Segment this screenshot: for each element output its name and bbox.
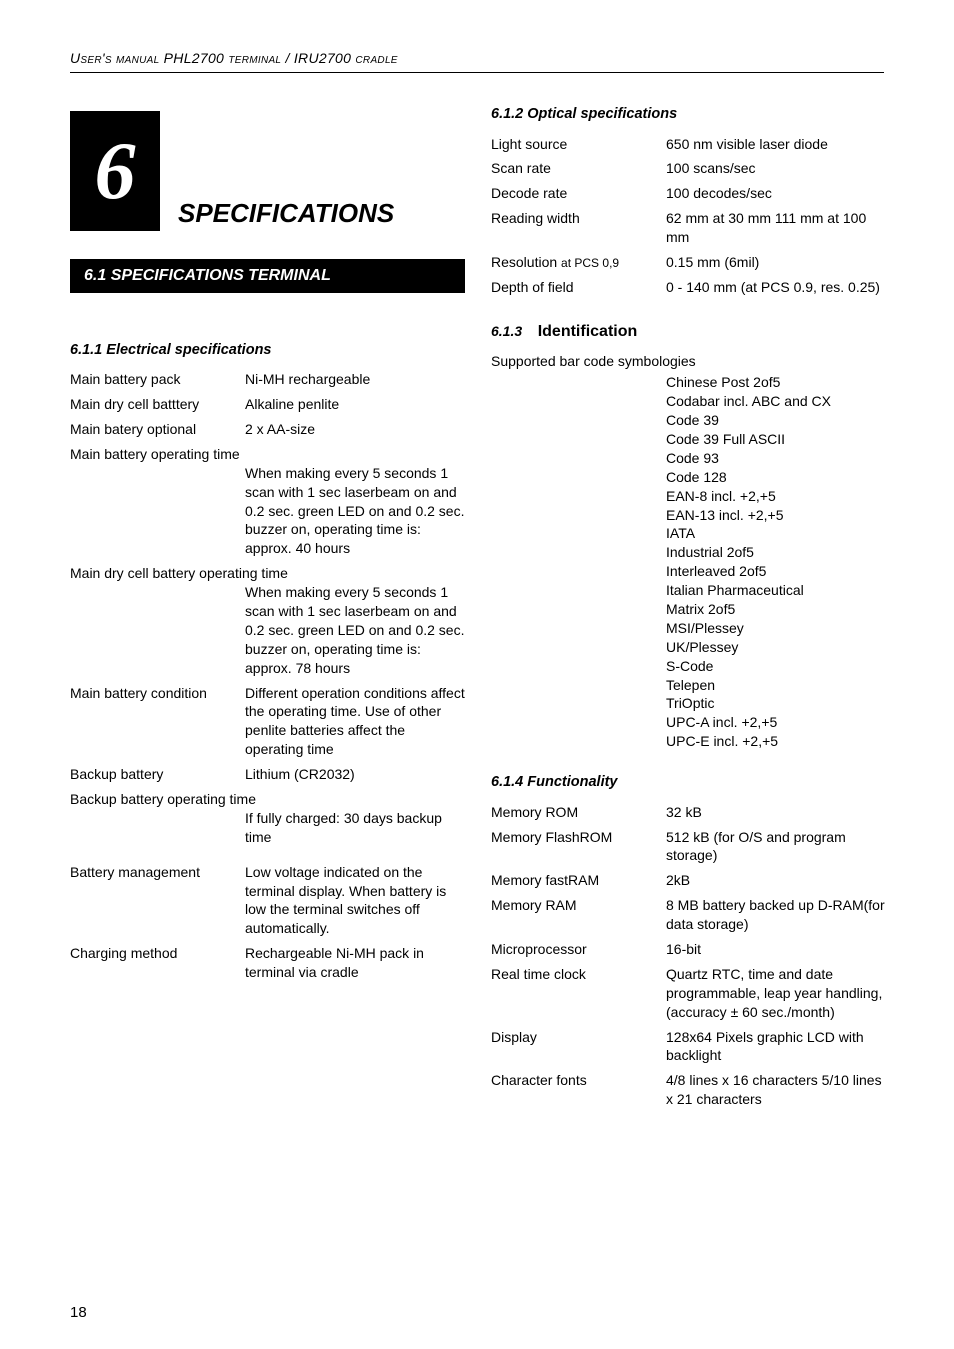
subheading-614: 6.1.4 Functionality (491, 773, 886, 793)
spec-label: Battery management (70, 863, 245, 939)
spec-row-full: Backup battery operating time If fully c… (70, 790, 465, 847)
chapter-title: SPECIFICATIONS (178, 196, 394, 231)
spec-label: Memory ROM (491, 803, 666, 822)
spec-value: Low voltage indicated on the terminal di… (245, 863, 465, 939)
spec-value: 4/8 lines x 16 characters 5/10 lines x 2… (666, 1071, 886, 1109)
spec-value: Rechargeable Ni-MH pack in terminal via … (245, 944, 465, 982)
spec-value: 16-bit (666, 940, 886, 959)
spec-value: Quartz RTC, time and date programmable, … (666, 965, 886, 1022)
spec-row: Backup battery Lithium (CR2032) (70, 765, 465, 784)
spec-row: Character fonts 4/8 lines x 16 character… (491, 1071, 886, 1109)
spec-row: Depth of field 0 - 140 mm (at PCS 0.9, r… (491, 278, 886, 297)
spec-value: If fully charged: 30 days backup time (245, 809, 465, 847)
ident-list: Chinese Post 2of5 Codabar incl. ABC and … (666, 373, 886, 751)
spec-label: Scan rate (491, 159, 666, 178)
spec-row: Reading width 62 mm at 30 mm 111 mm at 1… (491, 209, 886, 247)
spec-row: Main battery pack Ni-MH rechargeable (70, 370, 465, 389)
right-column: 6.1.2 Optical specifications Light sourc… (491, 101, 886, 1115)
spec-row: Display 128x64 Pixels graphic LCD with b… (491, 1028, 886, 1066)
left-column: 6 SPECIFICATIONS 6.1 SPECIFICATIONS TERM… (70, 101, 465, 1115)
ident-intro: Supported bar code symbologies (491, 352, 886, 371)
spec-value: 100 decodes/sec (666, 184, 886, 203)
spec-row: Decode rate 100 decodes/sec (491, 184, 886, 203)
spec-value: Different operation conditions affect th… (245, 684, 465, 760)
subheading-num: 6.1.3 (491, 323, 522, 339)
spec-value: 650 nm visible laser diode (666, 135, 886, 154)
spec-value: 128x64 Pixels graphic LCD with backlight (666, 1028, 886, 1066)
chapter-row: 6 SPECIFICATIONS (70, 111, 465, 231)
spec-row: Memory RAM 8 MB battery backed up D-RAM(… (491, 896, 886, 934)
spec-label: Charging method (70, 944, 245, 982)
section-bar: 6.1 SPECIFICATIONS TERMINAL (70, 259, 465, 293)
spec-value: 2kB (666, 871, 886, 890)
spec-value: 32 kB (666, 803, 886, 822)
spec-label: Real time clock (491, 965, 666, 1022)
spec-label: Memory FlashROM (491, 828, 666, 866)
spec-row: Memory FlashROM 512 kB (for O/S and prog… (491, 828, 886, 866)
subheading-612: 6.1.2 Optical specifications (491, 105, 886, 125)
spec-row: Light source 650 nm visible laser diode (491, 135, 886, 154)
spec-row: Main batery optional 2 x AA-size (70, 420, 465, 439)
spec-value: 100 scans/sec (666, 159, 886, 178)
spec-row: Charging method Rechargeable Ni-MH pack … (70, 944, 465, 982)
spec-row: Main dry cell batttery Alkaline penlite (70, 395, 465, 414)
spec-row: Resolution at PCS 0,9 0.15 mm (6mil) (491, 253, 886, 272)
spec-label: Decode rate (491, 184, 666, 203)
spec-value: When making every 5 seconds 1 scan with … (245, 583, 465, 677)
spec-value: 8 MB battery backed up D-RAM(for data st… (666, 896, 886, 934)
spec-label: Depth of field (491, 278, 666, 297)
spec-label: Reading width (491, 209, 666, 247)
page-header: User's manual PHL2700 terminal / IRU2700… (70, 50, 884, 73)
spec-value: 62 mm at 30 mm 111 mm at 100 mm (666, 209, 886, 247)
spec-value: When making every 5 seconds 1 scan with … (245, 464, 465, 558)
subheading-title: Identification (538, 323, 638, 340)
spec-value: Alkaline penlite (245, 395, 465, 414)
spec-value: 0 - 140 mm (at PCS 0.9, res. 0.25) (666, 278, 886, 297)
spec-value: 0.15 mm (6mil) (666, 253, 886, 272)
spec-row: Memory fastRAM 2kB (491, 871, 886, 890)
spec-label: Memory RAM (491, 896, 666, 934)
spec-label: Memory fastRAM (491, 871, 666, 890)
spec-label: Microprocessor (491, 940, 666, 959)
subheading-611: 6.1.1 Electrical specifications (70, 341, 465, 361)
spec-value: 512 kB (for O/S and program storage) (666, 828, 886, 866)
spec-label: Main battery condition (70, 684, 245, 760)
subheading-613: 6.1.3 Identification (491, 321, 886, 343)
spec-label: Main batery optional (70, 420, 245, 439)
spec-row: Real time clock Quartz RTC, time and dat… (491, 965, 886, 1022)
spec-row: Memory ROM 32 kB (491, 803, 886, 822)
spec-row: Battery management Low voltage indicated… (70, 863, 465, 939)
spec-label: Display (491, 1028, 666, 1066)
page-number: 18 (70, 1304, 87, 1321)
spec-row: Scan rate 100 scans/sec (491, 159, 886, 178)
header-text: User's manual PHL2700 terminal / IRU2700… (70, 50, 398, 66)
spec-label: Backup battery (70, 765, 245, 784)
spec-value: Lithium (CR2032) (245, 765, 465, 784)
spec-label: Resolution at PCS 0,9 (491, 253, 666, 272)
spec-label: Backup battery operating time (70, 790, 465, 809)
spec-row: Main battery condition Different operati… (70, 684, 465, 760)
spec-row: Microprocessor 16-bit (491, 940, 886, 959)
spec-value: Ni-MH rechargeable (245, 370, 465, 389)
spec-row-full: Main battery operating time When making … (70, 445, 465, 558)
spec-value: 2 x AA-size (245, 420, 465, 439)
spec-label: Main battery pack (70, 370, 245, 389)
chapter-number-box: 6 (70, 111, 160, 231)
spec-row-full: Main dry cell battery operating time Whe… (70, 564, 465, 677)
spec-label: Main battery operating time (70, 445, 465, 464)
spec-label: Light source (491, 135, 666, 154)
content-columns: 6 SPECIFICATIONS 6.1 SPECIFICATIONS TERM… (70, 101, 884, 1115)
spec-label: Character fonts (491, 1071, 666, 1109)
spec-label: Main dry cell battery operating time (70, 564, 465, 583)
page: User's manual PHL2700 terminal / IRU2700… (0, 0, 954, 1349)
spec-label: Main dry cell batttery (70, 395, 245, 414)
